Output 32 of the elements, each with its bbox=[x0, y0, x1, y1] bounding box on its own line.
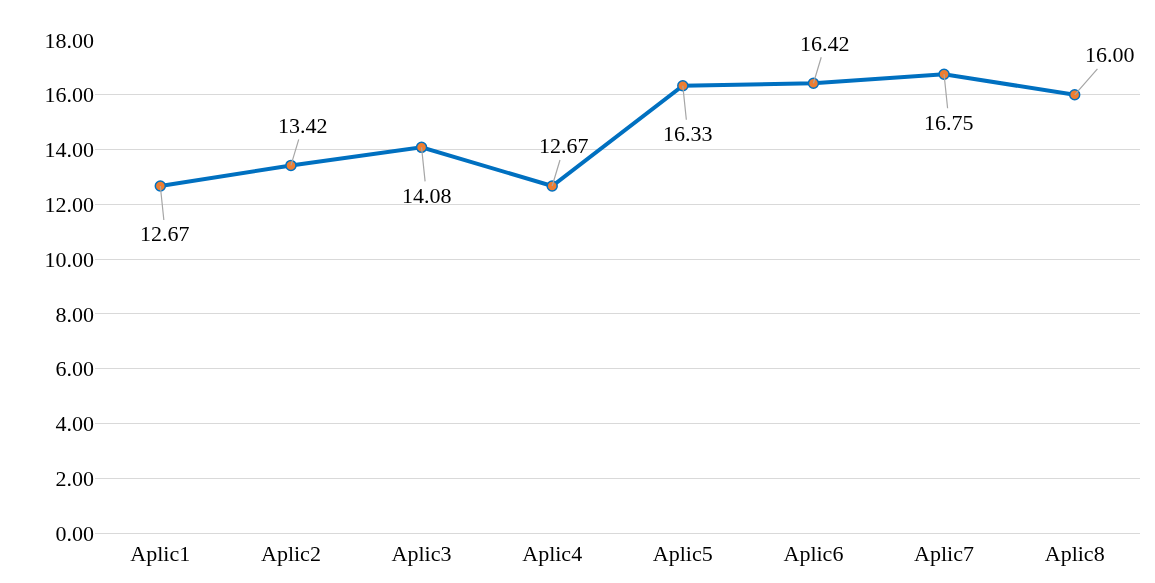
point bbox=[807, 77, 820, 90]
point bbox=[1068, 89, 1081, 101]
y-tick-label: 8.00 bbox=[55, 301, 94, 327]
x-tick-label: Aplic2 bbox=[260, 540, 321, 566]
y-tick-label: 0.00 bbox=[55, 520, 94, 546]
point bbox=[546, 180, 558, 192]
x-tick-label: Aplic4 bbox=[522, 540, 583, 566]
data-label: 14.08 bbox=[402, 183, 452, 208]
x-tick-label: Aplic3 bbox=[391, 540, 452, 566]
data-label: 16.33 bbox=[663, 121, 713, 146]
data-label: 12.67 bbox=[140, 221, 190, 246]
data-label: 12.67 bbox=[539, 133, 589, 158]
y-tick-label: 18.00 bbox=[44, 27, 94, 53]
point bbox=[285, 159, 297, 172]
data-label: 13.42 bbox=[278, 113, 328, 138]
point bbox=[154, 180, 167, 192]
data-label: 16.00 bbox=[1085, 42, 1135, 67]
y-tick-label: 6.00 bbox=[55, 356, 94, 382]
y-tick-label: 4.00 bbox=[55, 411, 94, 437]
point bbox=[938, 68, 950, 80]
x-tick-label: Aplic6 bbox=[783, 540, 844, 566]
x-tick-label: Aplic1 bbox=[130, 540, 191, 566]
data-label: 16.75 bbox=[924, 110, 974, 135]
y-tick-label: 16.00 bbox=[44, 82, 94, 108]
y-tick-label: 10.00 bbox=[44, 246, 94, 272]
x-tick-label: Aplic5 bbox=[652, 540, 713, 566]
x-tick-label: Aplic7 bbox=[914, 540, 975, 566]
x-tick-label: Aplic8 bbox=[1044, 540, 1105, 566]
y-tick-label: 12.00 bbox=[44, 192, 94, 218]
y-tick-label: 14.00 bbox=[44, 137, 94, 163]
y-tick-label: 2.00 bbox=[55, 465, 94, 491]
data-label: 16.42 bbox=[800, 31, 850, 56]
